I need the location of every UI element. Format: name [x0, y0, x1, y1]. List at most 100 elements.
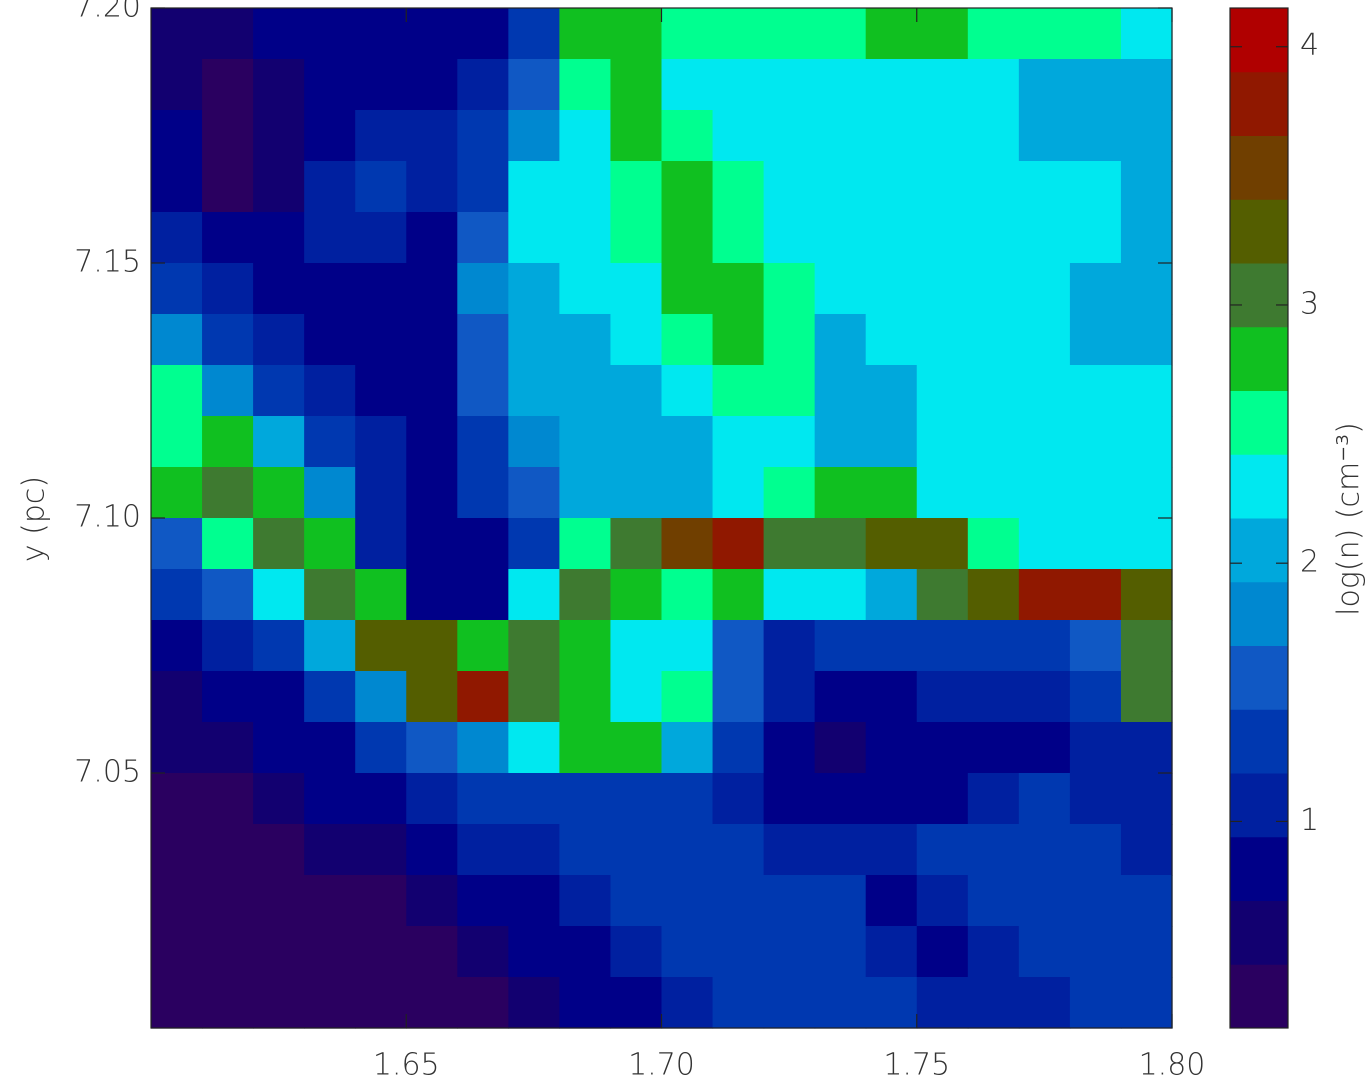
cell [253, 8, 305, 60]
cell [967, 569, 1020, 621]
cell [457, 212, 509, 264]
cell [916, 671, 969, 723]
cell [763, 212, 816, 264]
cell [457, 416, 509, 468]
cell [253, 620, 305, 672]
cell [712, 59, 765, 111]
cell [1018, 824, 1071, 876]
cell [151, 416, 203, 468]
cell [814, 518, 867, 570]
cell [406, 416, 458, 468]
cell [457, 59, 509, 111]
cell [1069, 110, 1122, 162]
cell [916, 263, 969, 315]
cell [508, 671, 560, 723]
colorbar-tick-label: 3 [1300, 286, 1319, 321]
colorbar-band [1230, 71, 1288, 136]
cell [202, 977, 254, 1029]
heatmap [151, 8, 1173, 1029]
cell [712, 212, 765, 264]
cell [253, 416, 305, 468]
cell [151, 824, 203, 876]
cell [1120, 467, 1173, 519]
colorbar-band [1230, 900, 1288, 965]
cell [508, 263, 560, 315]
cell [967, 161, 1020, 213]
cell [916, 926, 969, 978]
colorbar-band [1230, 773, 1288, 838]
cell [1018, 875, 1071, 927]
cell [253, 824, 305, 876]
cell [712, 569, 765, 621]
cell [406, 926, 458, 978]
cell [457, 8, 509, 60]
cell [610, 467, 663, 519]
cell [508, 59, 560, 111]
cell [253, 926, 305, 978]
cell [457, 620, 509, 672]
cell [1069, 977, 1122, 1029]
cell [763, 773, 816, 825]
cell [661, 926, 714, 978]
colorbar-band [1230, 581, 1288, 646]
cell [814, 110, 867, 162]
cell [355, 8, 407, 60]
cell [355, 365, 407, 417]
cell [1069, 161, 1122, 213]
cell [202, 416, 254, 468]
cell [304, 416, 356, 468]
cell [508, 518, 560, 570]
cell [814, 824, 867, 876]
cell [151, 722, 203, 774]
cell [1120, 263, 1173, 315]
cell [1120, 518, 1173, 570]
cell [610, 416, 663, 468]
cell [661, 263, 714, 315]
cell [1069, 518, 1122, 570]
cell [202, 518, 254, 570]
cell [967, 212, 1020, 264]
cell [967, 416, 1020, 468]
cell [1018, 263, 1071, 315]
cell [916, 722, 969, 774]
cell [1120, 8, 1173, 60]
cell [1069, 365, 1122, 417]
cell [865, 722, 918, 774]
cell [202, 620, 254, 672]
cell [304, 365, 356, 417]
cell [814, 671, 867, 723]
cell [355, 824, 407, 876]
cell [253, 263, 305, 315]
cell [304, 773, 356, 825]
cell [967, 263, 1020, 315]
cell [865, 59, 918, 111]
cell [151, 365, 203, 417]
cell [1120, 161, 1173, 213]
cell [814, 161, 867, 213]
cell [1018, 722, 1071, 774]
cell [610, 875, 663, 927]
cell [1069, 875, 1122, 927]
cell [406, 620, 458, 672]
cell [916, 8, 969, 60]
cell [559, 365, 612, 417]
cell [610, 161, 663, 213]
cell [304, 110, 356, 162]
cell [865, 977, 918, 1029]
cell [457, 467, 509, 519]
cell [355, 110, 407, 162]
cell [253, 773, 305, 825]
y-tick-label: 7.10 [74, 500, 141, 535]
cell [814, 620, 867, 672]
cell [457, 926, 509, 978]
cell [406, 8, 458, 60]
cell [916, 620, 969, 672]
colorbar-band [1230, 518, 1288, 583]
y-axis-label: y (pc) [17, 476, 52, 562]
cell [457, 518, 509, 570]
cell [661, 59, 714, 111]
cell [763, 926, 816, 978]
cell [967, 518, 1020, 570]
colorbar-band [1230, 8, 1288, 73]
